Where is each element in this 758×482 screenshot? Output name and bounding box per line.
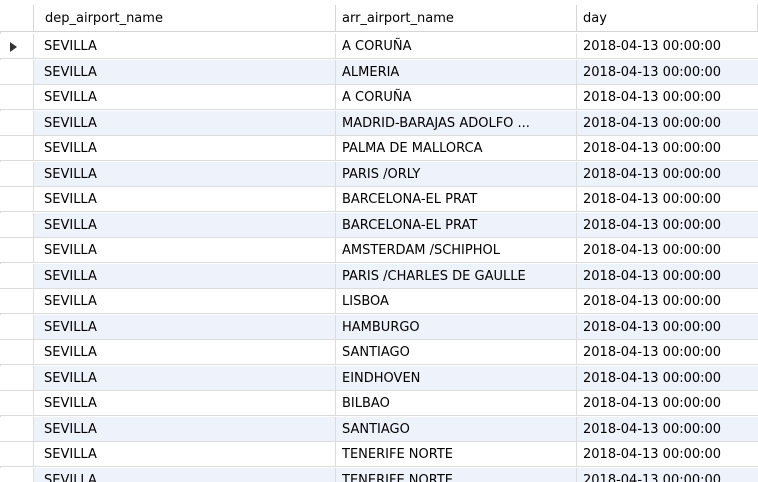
row-selector-header[interactable] (0, 5, 34, 32)
row-selector[interactable] (0, 161, 34, 187)
column-header-dep-airport-name[interactable]: dep_airport_name (34, 5, 336, 32)
table-row[interactable]: SEVILLA AMSTERDAM /SCHIPHOL 2018-04-13 00:… (0, 238, 758, 263)
cell-day[interactable]: 2018-04-13 00:00:00 (577, 442, 758, 467)
cell-arr-airport-name[interactable]: SANTIAGO (336, 340, 577, 365)
cell-dep-airport-name[interactable]: SEVILLA (34, 365, 336, 391)
cell-dep-airport-name[interactable]: SEVILLA (34, 314, 336, 340)
table-row[interactable]: SEVILLA LISBOA 2018-04-13 00:00:00 (0, 289, 758, 314)
cell-arr-airport-name[interactable]: TENERIFE NORTE (336, 467, 577, 482)
row-selector[interactable] (0, 187, 34, 212)
cell-dep-airport-name[interactable]: SEVILLA (34, 442, 336, 467)
cell-dep-airport-name[interactable]: SEVILLA (34, 34, 336, 59)
cell-day[interactable]: 2018-04-13 00:00:00 (577, 365, 758, 391)
cell-arr-airport-name[interactable]: PARIS /ORLY (336, 161, 577, 187)
cell-day[interactable]: 2018-04-13 00:00:00 (577, 110, 758, 136)
cell-arr-airport-name[interactable]: MADRID-BARAJAS ADOLFO ... (336, 110, 577, 136)
row-selector[interactable] (0, 212, 34, 238)
table-row[interactable]: SEVILLA MADRID-BARAJAS ADOLFO ... 2018-04-… (0, 110, 758, 136)
cell-day[interactable]: 2018-04-13 00:00:00 (577, 85, 758, 110)
cell-arr-airport-name[interactable]: BARCELONA-EL PRAT (336, 212, 577, 238)
cell-dep-airport-name[interactable]: SEVILLA (34, 212, 336, 238)
cell-arr-airport-name[interactable]: EINDHOVEN (336, 365, 577, 391)
row-selector[interactable] (0, 467, 34, 482)
table-row[interactable]: SEVILLA SANTIAGO 2018-04-13 00:00:00 (0, 340, 758, 365)
column-header-arr-airport-name[interactable]: arr_airport_name (336, 5, 577, 32)
row-selector[interactable] (0, 59, 34, 85)
cell-arr-airport-name[interactable]: BILBAO (336, 391, 577, 416)
cell-dep-airport-name[interactable]: SEVILLA (34, 161, 336, 187)
table-row[interactable]: SEVILLA PARIS /CHARLES DE GAULLE 2018-04-1… (0, 263, 758, 289)
table-row[interactable]: SEVILLA BARCELONA-EL PRAT 2018-04-13 00:00… (0, 212, 758, 238)
table-row[interactable]: SEVILLA TENERIFE NORTE 2018-04-13 00:00:00 (0, 467, 758, 482)
cell-day[interactable]: 2018-04-13 00:00:00 (577, 187, 758, 212)
row-selector[interactable] (0, 314, 34, 340)
cell-dep-airport-name[interactable]: SEVILLA (34, 85, 336, 110)
cell-arr-airport-name[interactable]: A CORUÑA (336, 34, 577, 59)
header-row: dep_airport_name arr_airport_name day (0, 5, 758, 32)
cell-dep-airport-name[interactable]: SEVILLA (34, 391, 336, 416)
cell-day[interactable]: 2018-04-13 00:00:00 (577, 34, 758, 59)
row-selector[interactable] (0, 365, 34, 391)
row-selector[interactable] (0, 416, 34, 442)
cell-dep-airport-name[interactable]: SEVILLA (34, 238, 336, 263)
cell-day[interactable]: 2018-04-13 00:00:00 (577, 467, 758, 482)
cell-dep-airport-name[interactable]: SEVILLA (34, 59, 336, 85)
cell-dep-airport-name[interactable]: SEVILLA (34, 110, 336, 136)
table-row[interactable]: SEVILLA EINDHOVEN 2018-04-13 00:00:00 (0, 365, 758, 391)
cell-dep-airport-name[interactable]: SEVILLA (34, 416, 336, 442)
cell-dep-airport-name[interactable]: SEVILLA (34, 340, 336, 365)
cell-arr-airport-name[interactable]: SANTIAGO (336, 416, 577, 442)
cell-day[interactable]: 2018-04-13 00:00:00 (577, 416, 758, 442)
table-row[interactable]: SEVILLA A CORUÑA 2018-04-13 00:00:00 (0, 85, 758, 110)
table-row[interactable]: SEVILLA HAMBURGO 2018-04-13 00:00:00 (0, 314, 758, 340)
row-selector[interactable] (0, 85, 34, 110)
table-row[interactable]: SEVILLA BILBAO 2018-04-13 00:00:00 (0, 391, 758, 416)
cell-day[interactable]: 2018-04-13 00:00:00 (577, 289, 758, 314)
cell-day[interactable]: 2018-04-13 00:00:00 (577, 136, 758, 161)
cell-arr-airport-name[interactable]: A CORUÑA (336, 85, 577, 110)
cell-arr-airport-name[interactable]: TENERIFE NORTE (336, 442, 577, 467)
cell-day[interactable]: 2018-04-13 00:00:00 (577, 263, 758, 289)
cell-day[interactable]: 2018-04-13 00:00:00 (577, 340, 758, 365)
table-row[interactable]: SEVILLA ALMERIA 2018-04-13 00:00:00 (0, 59, 758, 85)
cell-day[interactable]: 2018-04-13 00:00:00 (577, 238, 758, 263)
table-row[interactable]: SEVILLA TENERIFE NORTE 2018-04-13 00:00:00 (0, 442, 758, 467)
row-selector[interactable] (0, 238, 34, 263)
table-row[interactable]: SEVILLA PALMA DE MALLORCA 2018-04-13 00:00… (0, 136, 758, 161)
cell-day[interactable]: 2018-04-13 00:00:00 (577, 59, 758, 85)
cell-dep-airport-name[interactable]: SEVILLA (34, 467, 336, 482)
table-row[interactable]: SEVILLA SANTIAGO 2018-04-13 00:00:00 (0, 416, 758, 442)
cell-dep-airport-name[interactable]: SEVILLA (34, 136, 336, 161)
row-selector[interactable] (0, 289, 34, 314)
cell-dep-airport-name[interactable]: SEVILLA (34, 187, 336, 212)
row-selector[interactable] (0, 263, 34, 289)
cell-day[interactable]: 2018-04-13 00:00:00 (577, 212, 758, 238)
cell-arr-airport-name[interactable]: LISBOA (336, 289, 577, 314)
row-selector[interactable] (0, 442, 34, 467)
cell-arr-airport-name[interactable]: ALMERIA (336, 59, 577, 85)
cell-dep-airport-name[interactable]: SEVILLA (34, 263, 336, 289)
cell-day[interactable]: 2018-04-13 00:00:00 (577, 161, 758, 187)
cell-dep-airport-name[interactable]: SEVILLA (34, 289, 336, 314)
cell-arr-airport-name[interactable]: AMSTERDAM /SCHIPHOL (336, 238, 577, 263)
cell-arr-airport-name[interactable]: BARCELONA-EL PRAT (336, 187, 577, 212)
cell-arr-airport-name[interactable]: PALMA DE MALLORCA (336, 136, 577, 161)
column-header-day[interactable]: day (577, 5, 758, 32)
current-row-arrow-icon (10, 42, 17, 52)
row-selector[interactable] (0, 34, 34, 59)
cell-day[interactable]: 2018-04-13 00:00:00 (577, 391, 758, 416)
cell-arr-airport-name[interactable]: PARIS /CHARLES DE GAULLE (336, 263, 577, 289)
row-selector[interactable] (0, 391, 34, 416)
cell-arr-airport-name[interactable]: HAMBURGO (336, 314, 577, 340)
row-selector[interactable] (0, 110, 34, 136)
cell-day[interactable]: 2018-04-13 00:00:00 (577, 314, 758, 340)
row-selector[interactable] (0, 340, 34, 365)
table-row[interactable]: SEVILLA A CORUÑA 2018-04-13 00:00:00 (0, 34, 758, 59)
table-row[interactable]: SEVILLA BARCELONA-EL PRAT 2018-04-13 00:00… (0, 187, 758, 212)
table-row[interactable]: SEVILLA PARIS /ORLY 2018-04-13 00:00:00 (0, 161, 758, 187)
row-selector[interactable] (0, 136, 34, 161)
